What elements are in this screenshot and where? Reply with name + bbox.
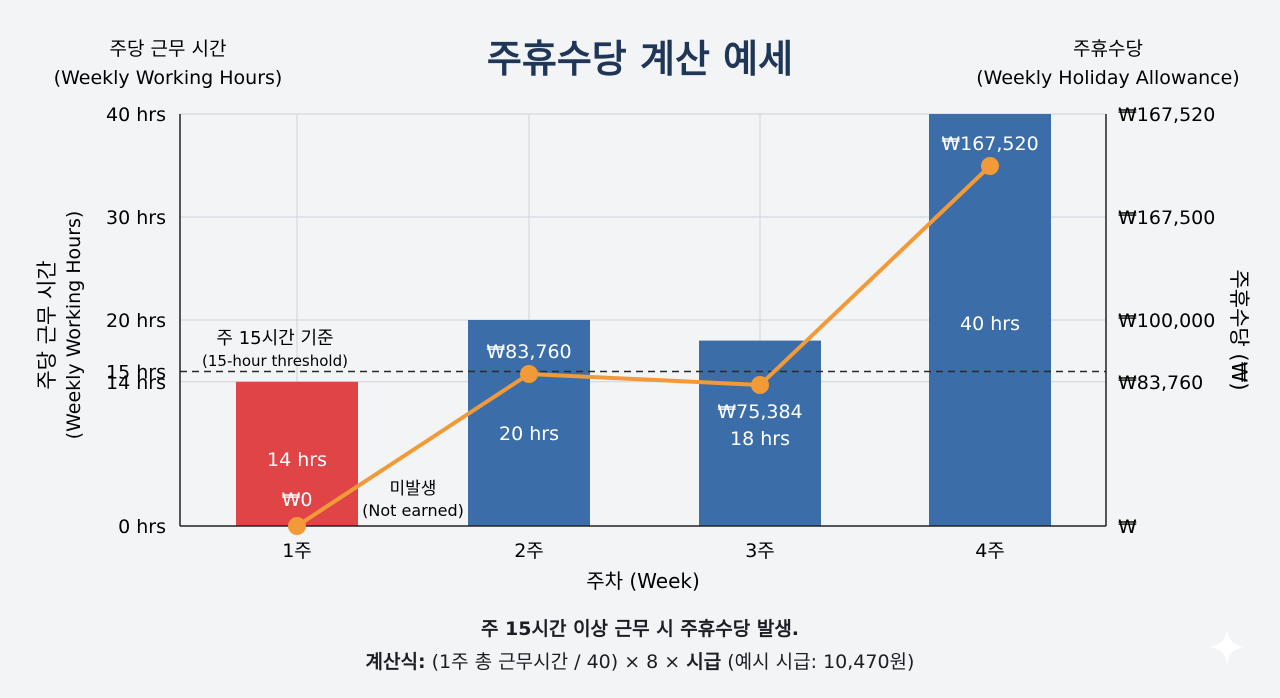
footer-note: 주 15시간 이상 근무 시 주휴수당 발생. [480, 618, 800, 640]
left-vertical-sublabel: (Weekly Working Hours) [63, 211, 85, 440]
bar-value-label: 40 hrs [960, 313, 1020, 335]
right-tick-label: ₩100,000 [1118, 310, 1215, 332]
allowance-value-label: ₩0 [282, 489, 313, 511]
right-tick-label: ₩167,520 [1118, 104, 1215, 126]
allowance-value-label: ₩167,520 [941, 133, 1038, 155]
allowance-value-label: ₩83,760 [486, 341, 571, 363]
right-vertical-label: 주휴수당 (₩) [1227, 269, 1251, 390]
bar-value-label: 14 hrs [267, 449, 327, 471]
right-axis-subtitle: (Weekly Holiday Allowance) [976, 67, 1239, 89]
left-tick-label: 20 hrs [106, 310, 166, 332]
formula-bold: 시급 [686, 651, 722, 673]
x-tick-label: 2주 [514, 540, 544, 562]
bar-value-label: 20 hrs [499, 423, 559, 445]
right-axis-title: 주휴수당 [1073, 38, 1143, 60]
footer-formula: 계산식: (1주 총 근무시간 / 40) × 8 × 시급 (예시 시급: 1… [0, 647, 1280, 674]
x-axis-label: 주차 (Week) [586, 569, 700, 593]
allowance-point [751, 376, 769, 394]
left-tick-label: 30 hrs [106, 207, 166, 229]
formula-middle: (1주 총 근무시간 / 40) × 8 × [425, 651, 687, 673]
bar-value-label: 18 hrs [730, 428, 790, 450]
right-tick-label: ₩167,500 [1118, 207, 1215, 229]
bar-week-1 [236, 381, 358, 526]
allowance-point [288, 517, 306, 535]
not-earned-label: 미발생 [390, 479, 437, 499]
left-tick-label: 40 hrs [106, 104, 166, 126]
x-tick-label: 3주 [745, 540, 775, 562]
allowance-value-label: ₩75,384 [717, 401, 802, 423]
bar-week-4 [929, 114, 1051, 526]
x-tick-label: 4주 [975, 540, 1005, 562]
chart-title: 주휴수당 계산 예세 [487, 37, 793, 81]
allowance-point [981, 157, 999, 175]
left-axis-title: 주당 근무 시간 [110, 38, 227, 60]
formula-prefix: 계산식: [365, 651, 426, 673]
sparkle-icon [1209, 629, 1245, 665]
left-axis-subtitle: (Weekly Working Hours) [54, 67, 283, 89]
left-tick-label: 0 hrs [118, 516, 166, 538]
left-tick-label: 14 hrs [106, 372, 166, 394]
right-tick-label: ₩83,760 [1118, 372, 1203, 394]
not-earned-sublabel: (Not earned) [362, 501, 464, 520]
left-tick-label: 15 hrs [106, 362, 166, 384]
allowance-point [520, 365, 538, 383]
x-tick-label: 1주 [282, 540, 312, 562]
formula-suffix: (예시 시급: 10,470원) [721, 651, 915, 673]
right-tick-label: ₩ [1118, 516, 1137, 538]
left-vertical-label: 주당 근무 시간 [35, 260, 59, 389]
threshold-sublabel: (15-hour threshold) [202, 352, 348, 370]
bar-week-2 [468, 320, 590, 526]
allowance-line [295, 164, 992, 528]
threshold-label: 주 15시간 기준 [216, 328, 333, 349]
